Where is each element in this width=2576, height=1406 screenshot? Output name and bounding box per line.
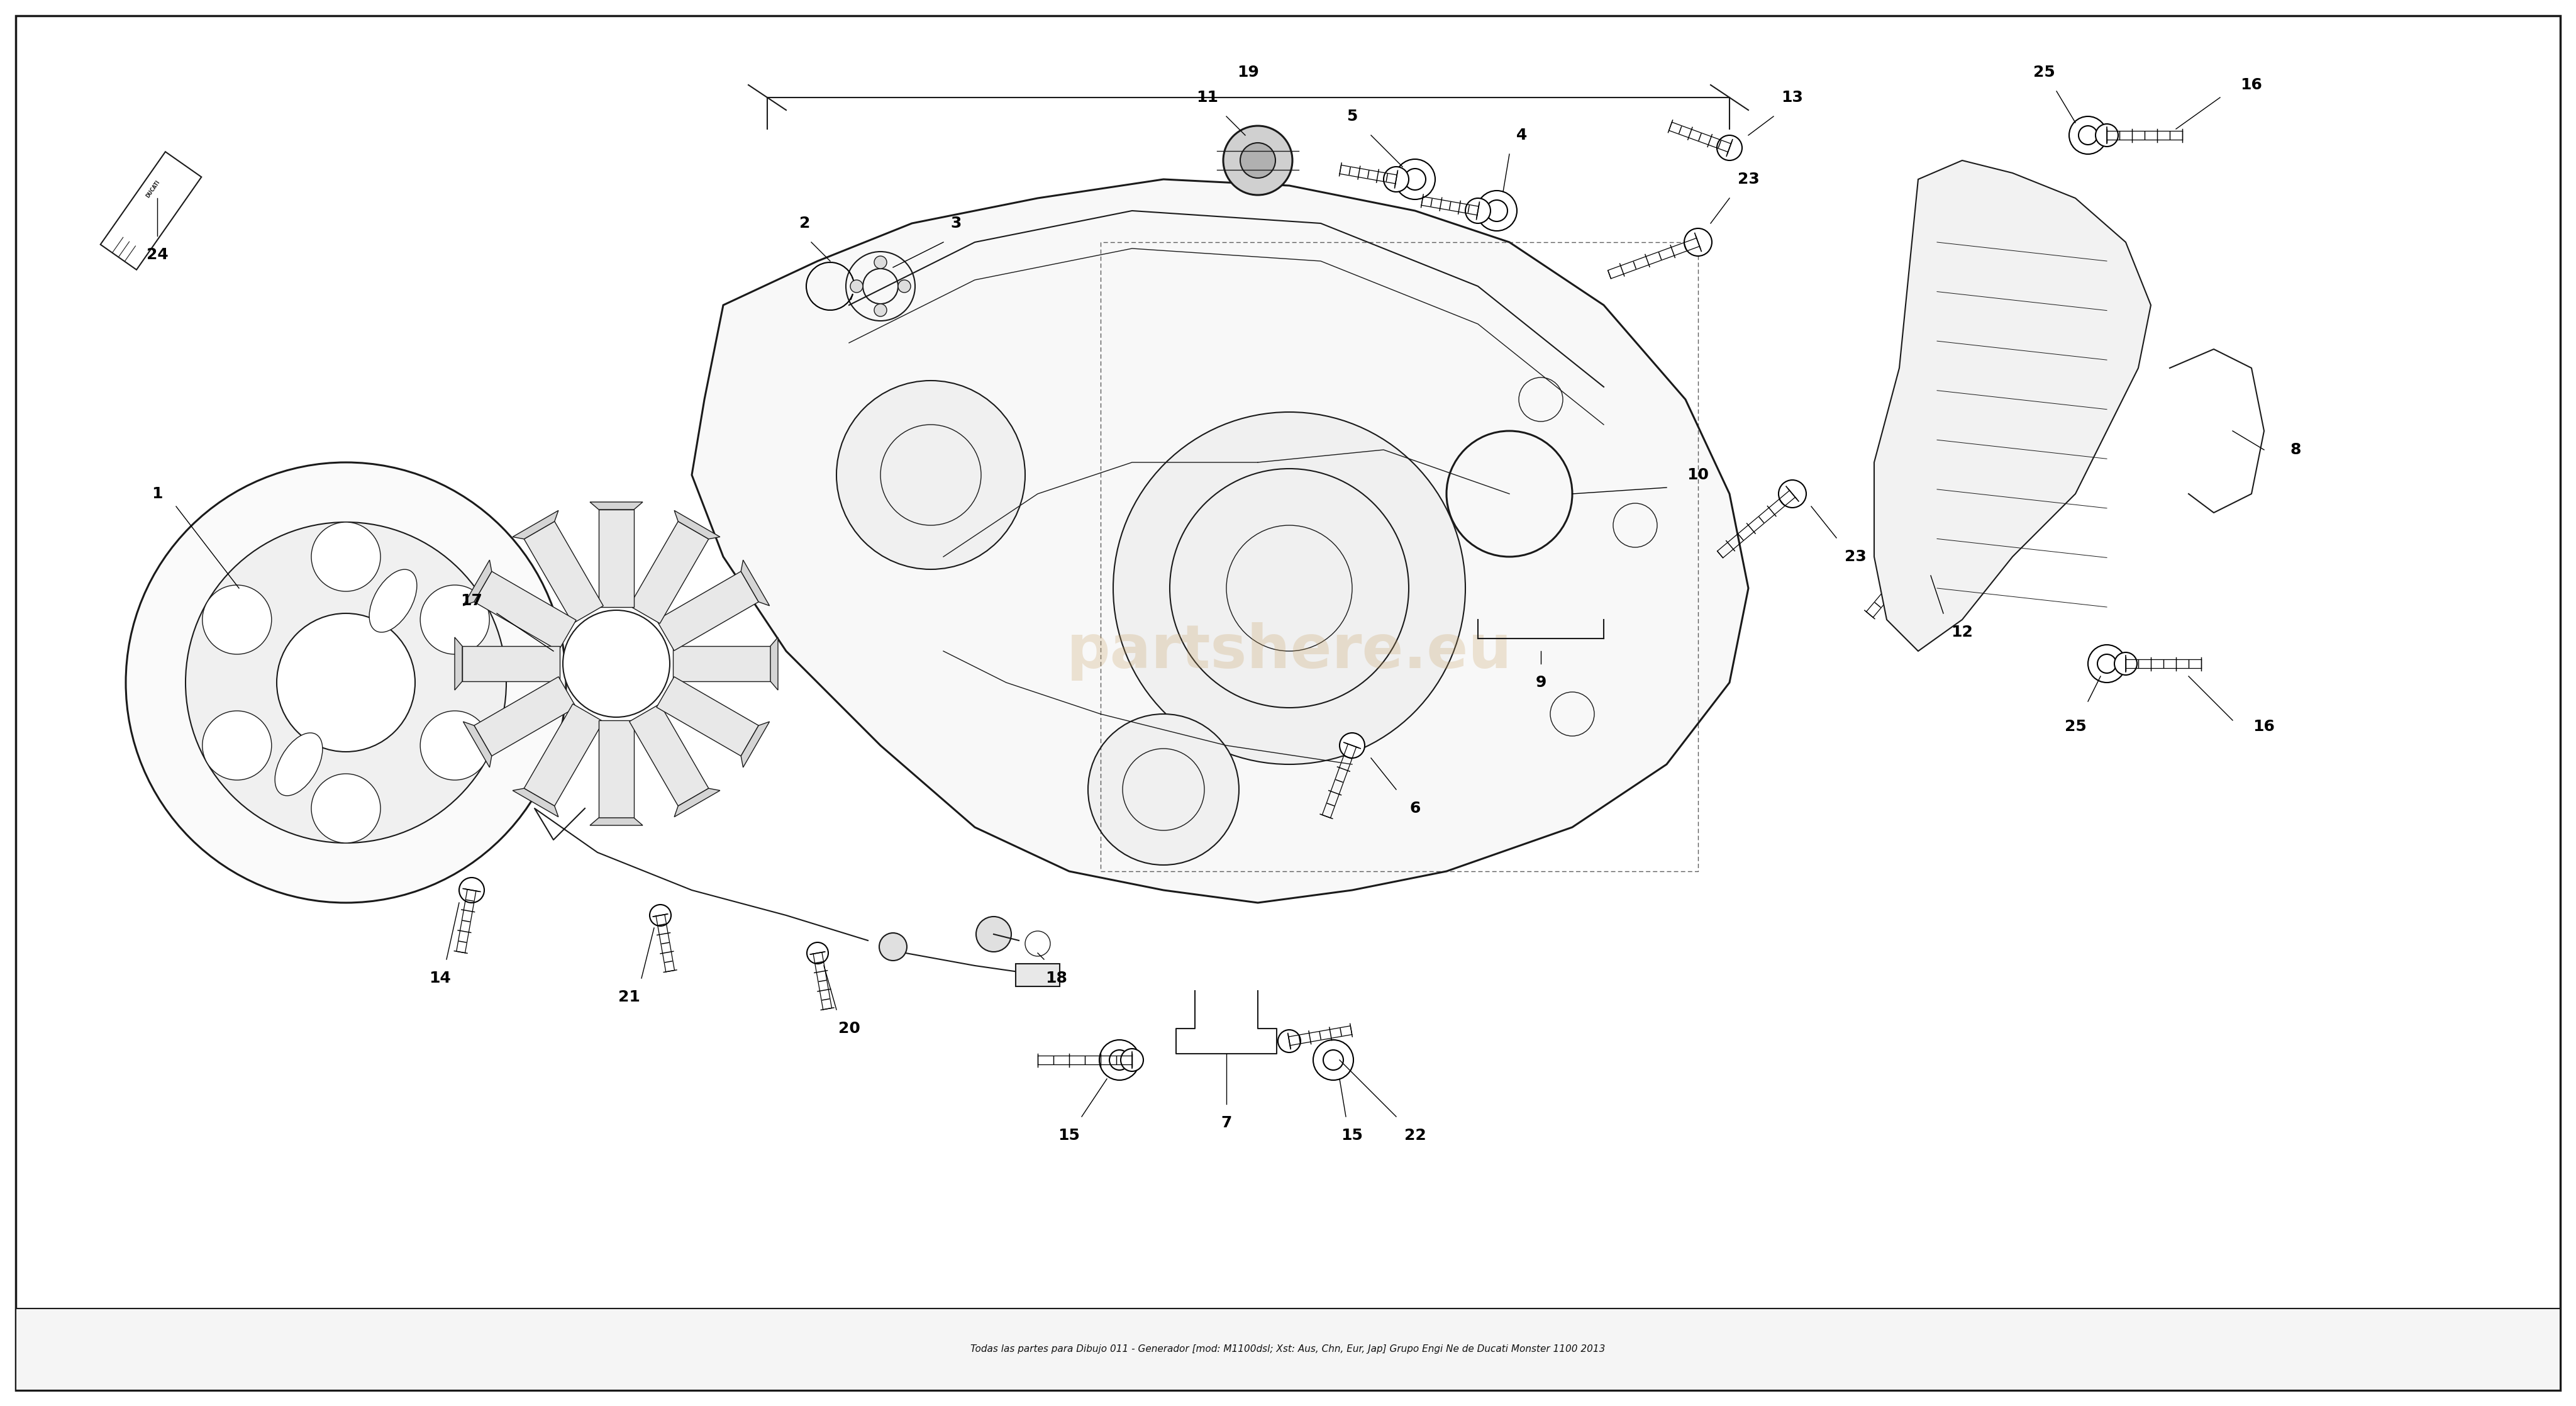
Polygon shape — [770, 637, 778, 690]
Text: partshere.eu: partshere.eu — [1066, 621, 1512, 681]
Text: 20: 20 — [837, 1021, 860, 1036]
Polygon shape — [456, 637, 461, 690]
Text: 13: 13 — [1783, 90, 1803, 105]
Text: 4: 4 — [1517, 128, 1528, 143]
Polygon shape — [523, 704, 603, 806]
Circle shape — [1224, 125, 1293, 195]
Polygon shape — [742, 721, 770, 768]
Circle shape — [837, 381, 1025, 569]
Polygon shape — [657, 676, 757, 756]
Bar — [15, 1309, 2561, 1391]
Circle shape — [873, 256, 886, 269]
Text: 16: 16 — [2241, 77, 2262, 93]
Circle shape — [1278, 1029, 1301, 1053]
Text: 25: 25 — [2032, 65, 2056, 80]
Circle shape — [1906, 544, 1932, 569]
Circle shape — [1113, 412, 1466, 765]
Circle shape — [204, 585, 270, 654]
Polygon shape — [461, 647, 559, 682]
Circle shape — [2094, 124, 2117, 146]
Circle shape — [459, 877, 484, 903]
Text: 12: 12 — [1950, 624, 1973, 640]
Text: 23: 23 — [1844, 550, 1865, 564]
Circle shape — [1239, 143, 1275, 179]
Circle shape — [649, 904, 670, 927]
Circle shape — [1087, 714, 1239, 865]
Polygon shape — [598, 720, 634, 818]
Text: 23: 23 — [1736, 172, 1759, 187]
Text: 25: 25 — [2063, 718, 2087, 734]
Circle shape — [976, 917, 1012, 952]
Text: 15: 15 — [1342, 1128, 1363, 1143]
Text: 11: 11 — [1195, 90, 1218, 105]
Circle shape — [806, 942, 829, 963]
Circle shape — [899, 280, 912, 292]
Circle shape — [564, 610, 670, 717]
Bar — [1015, 963, 1059, 987]
Text: 2: 2 — [799, 215, 811, 231]
Circle shape — [2115, 652, 2138, 675]
Circle shape — [204, 711, 270, 780]
Text: 24: 24 — [147, 247, 167, 263]
Text: 7: 7 — [1221, 1115, 1231, 1130]
Polygon shape — [629, 704, 708, 806]
Circle shape — [873, 304, 886, 316]
Polygon shape — [742, 560, 770, 606]
Polygon shape — [590, 818, 644, 825]
Text: 10: 10 — [1687, 467, 1708, 482]
Circle shape — [878, 934, 907, 960]
Circle shape — [850, 280, 863, 292]
Polygon shape — [590, 502, 644, 509]
Polygon shape — [474, 676, 577, 756]
Text: 19: 19 — [1236, 65, 1260, 80]
Circle shape — [185, 522, 507, 844]
Polygon shape — [100, 152, 201, 270]
Text: Todas las partes para Dibujo 011 - Generador [mod: M1100dsl; Xst: Aus, Chn, Eur,: Todas las partes para Dibujo 011 - Gener… — [971, 1344, 1605, 1354]
Polygon shape — [598, 509, 634, 607]
Text: 15: 15 — [1059, 1128, 1079, 1143]
Circle shape — [420, 585, 489, 654]
Text: 21: 21 — [618, 990, 639, 1005]
Polygon shape — [675, 789, 721, 817]
Text: 14: 14 — [430, 970, 451, 986]
Circle shape — [1718, 135, 1741, 160]
Polygon shape — [474, 571, 577, 651]
Circle shape — [1777, 479, 1806, 508]
Polygon shape — [675, 510, 721, 538]
Circle shape — [312, 773, 381, 844]
Text: 17: 17 — [461, 593, 482, 609]
Circle shape — [1466, 198, 1492, 224]
Text: 8: 8 — [2290, 443, 2300, 457]
Text: 22: 22 — [1404, 1128, 1427, 1143]
Text: 5: 5 — [1347, 108, 1358, 124]
Polygon shape — [513, 510, 559, 538]
Polygon shape — [464, 560, 492, 606]
Text: 1: 1 — [152, 486, 162, 502]
Ellipse shape — [368, 569, 417, 633]
Text: DUCATI: DUCATI — [144, 180, 160, 200]
Text: 18: 18 — [1046, 970, 1066, 986]
Circle shape — [276, 613, 415, 752]
Text: 9: 9 — [1535, 675, 1546, 690]
Circle shape — [312, 522, 381, 592]
Ellipse shape — [276, 733, 322, 796]
Polygon shape — [523, 522, 603, 623]
Text: 6: 6 — [1409, 801, 1419, 815]
Circle shape — [1685, 228, 1713, 256]
Polygon shape — [657, 571, 757, 651]
Text: 3: 3 — [951, 215, 961, 231]
Polygon shape — [1875, 160, 2151, 651]
Polygon shape — [629, 522, 708, 623]
Polygon shape — [693, 180, 1749, 903]
Circle shape — [1340, 733, 1365, 758]
Polygon shape — [672, 647, 770, 682]
Polygon shape — [464, 721, 492, 768]
Text: 16: 16 — [2254, 718, 2275, 734]
Circle shape — [1383, 167, 1409, 191]
Circle shape — [1121, 1049, 1144, 1071]
Circle shape — [420, 711, 489, 780]
Circle shape — [126, 463, 567, 903]
Polygon shape — [513, 789, 559, 817]
